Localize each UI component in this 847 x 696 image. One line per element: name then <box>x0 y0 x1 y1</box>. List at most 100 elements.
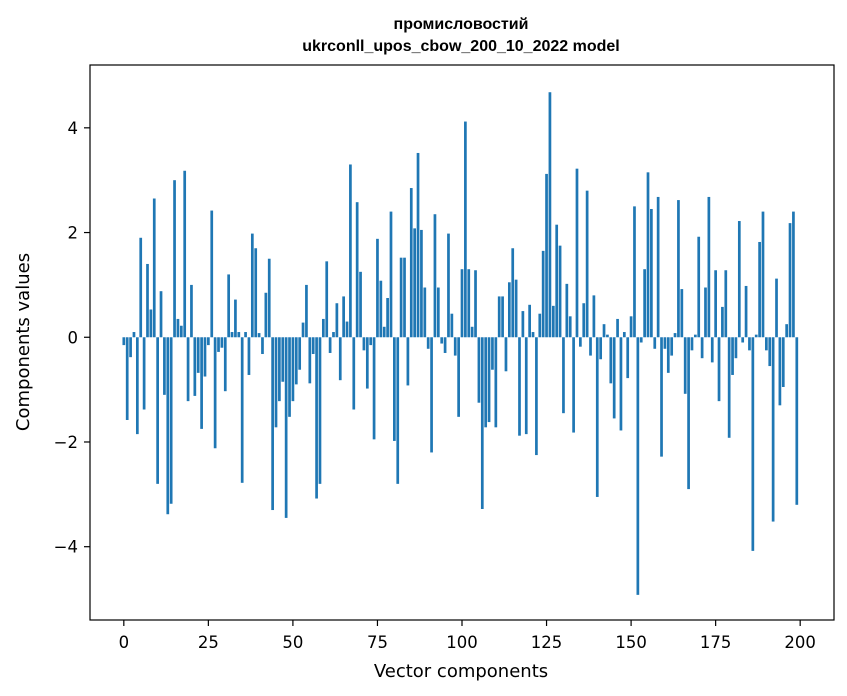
bar-component-20 <box>190 284 193 338</box>
bar-component-32 <box>230 332 234 338</box>
bar-component-92 <box>433 214 437 338</box>
bar-component-182 <box>737 221 741 338</box>
bar-component-161 <box>666 337 670 373</box>
bar-component-158 <box>656 196 660 338</box>
bar-component-83 <box>403 257 406 338</box>
bar-component-4 <box>135 337 139 435</box>
bar-component-154 <box>643 269 646 338</box>
bar-component-170 <box>697 236 701 338</box>
bar-component-7 <box>146 263 149 338</box>
bar-component-180 <box>731 337 734 375</box>
bar-component-164 <box>677 200 680 338</box>
bar-component-172 <box>704 287 707 338</box>
y-tick-label--4: −4 <box>54 538 78 557</box>
bar-component-81 <box>396 337 400 484</box>
bar-component-99 <box>457 337 460 417</box>
bar-component-16 <box>176 318 180 338</box>
bar-component-54 <box>305 284 308 338</box>
y-tick-label--2: −2 <box>54 433 78 452</box>
bar-component-66 <box>345 321 349 338</box>
bar-component-125 <box>545 173 548 338</box>
bar-component-98 <box>453 337 457 356</box>
bar-component-76 <box>379 280 383 338</box>
bar-component-29 <box>220 337 224 348</box>
x-tick-label-25: 25 <box>198 633 219 652</box>
bar-component-67 <box>349 164 352 338</box>
bar-component-153 <box>639 337 643 343</box>
bar-component-38 <box>250 233 254 338</box>
bar-component-127 <box>551 305 555 338</box>
bar-component-77 <box>382 326 386 338</box>
bar-component-68 <box>352 337 356 410</box>
bar-component-173 <box>707 196 711 338</box>
bar-component-34 <box>237 332 241 338</box>
bar-component-47 <box>281 337 285 382</box>
bar-component-63 <box>335 303 339 338</box>
bar-component-148 <box>622 332 626 338</box>
bar-component-103 <box>470 326 474 338</box>
bar-component-113 <box>504 337 508 372</box>
bar-component-58 <box>318 337 322 484</box>
bar-component-12 <box>163 337 166 395</box>
bar-component-190 <box>765 337 768 351</box>
bar-component-39 <box>254 248 258 338</box>
bar-component-36 <box>244 332 247 338</box>
bar-component-8 <box>149 309 153 338</box>
bar-component-94 <box>440 337 444 344</box>
bar-component-64 <box>338 337 342 381</box>
y-tick-label-0: 0 <box>68 328 79 347</box>
bar-component-87 <box>416 152 420 338</box>
bar-component-187 <box>754 334 758 338</box>
bar-component-19 <box>186 337 190 402</box>
bar-component-157 <box>653 337 657 349</box>
bar-component-199 <box>795 337 799 505</box>
bar-component-135 <box>579 337 582 347</box>
bar-component-176 <box>717 337 721 402</box>
bar-component-144 <box>609 337 613 384</box>
bar-component-61 <box>328 337 332 353</box>
bar-component-132 <box>568 316 572 338</box>
bar-component-198 <box>792 211 795 338</box>
bar-component-10 <box>156 337 159 484</box>
bar-component-107 <box>484 337 488 428</box>
y-axis-label: Components values <box>13 253 34 431</box>
bar-component-115 <box>511 248 515 338</box>
bar-component-27 <box>213 337 217 449</box>
bar-component-163 <box>673 333 677 338</box>
x-tick-label-125: 125 <box>531 633 563 652</box>
bar-component-174 <box>710 337 714 363</box>
bar-component-40 <box>257 333 261 338</box>
bar-component-120 <box>528 304 531 338</box>
bar-component-79 <box>389 211 393 338</box>
bar-component-18 <box>183 170 187 338</box>
bar-component-116 <box>514 279 518 338</box>
bar-component-184 <box>744 285 748 338</box>
bar-component-78 <box>386 298 389 338</box>
bar-component-37 <box>247 337 251 375</box>
bar-component-91 <box>430 337 433 453</box>
bar-component-121 <box>531 332 535 338</box>
bar-component-43 <box>267 258 271 338</box>
bar-component-100 <box>460 269 464 338</box>
bar-component-93 <box>436 287 440 338</box>
bar-component-150 <box>629 316 633 338</box>
bar-component-14 <box>169 337 173 504</box>
bar-component-51 <box>294 337 298 385</box>
bar-component-15 <box>173 180 176 338</box>
bar-component-151 <box>633 206 636 338</box>
bar-component-139 <box>592 295 596 338</box>
chart-title-line-2: ukrconll_upos_cbow_200_10_2022 model <box>302 38 619 55</box>
bar-component-117 <box>518 337 521 436</box>
bar-series <box>122 92 799 595</box>
bar-component-124 <box>541 250 545 338</box>
bar-component-31 <box>227 274 231 338</box>
bar-component-102 <box>467 269 471 338</box>
bar-component-30 <box>223 337 227 392</box>
bar-component-1 <box>125 337 129 420</box>
x-axis-ticks: 0 25 50 75 100 125 150 175 200 <box>119 620 816 652</box>
bar-component-128 <box>555 224 559 338</box>
bar-component-178 <box>724 270 728 338</box>
bar-component-160 <box>663 337 667 349</box>
bar-component-109 <box>491 337 494 370</box>
bar-component-133 <box>572 337 575 433</box>
